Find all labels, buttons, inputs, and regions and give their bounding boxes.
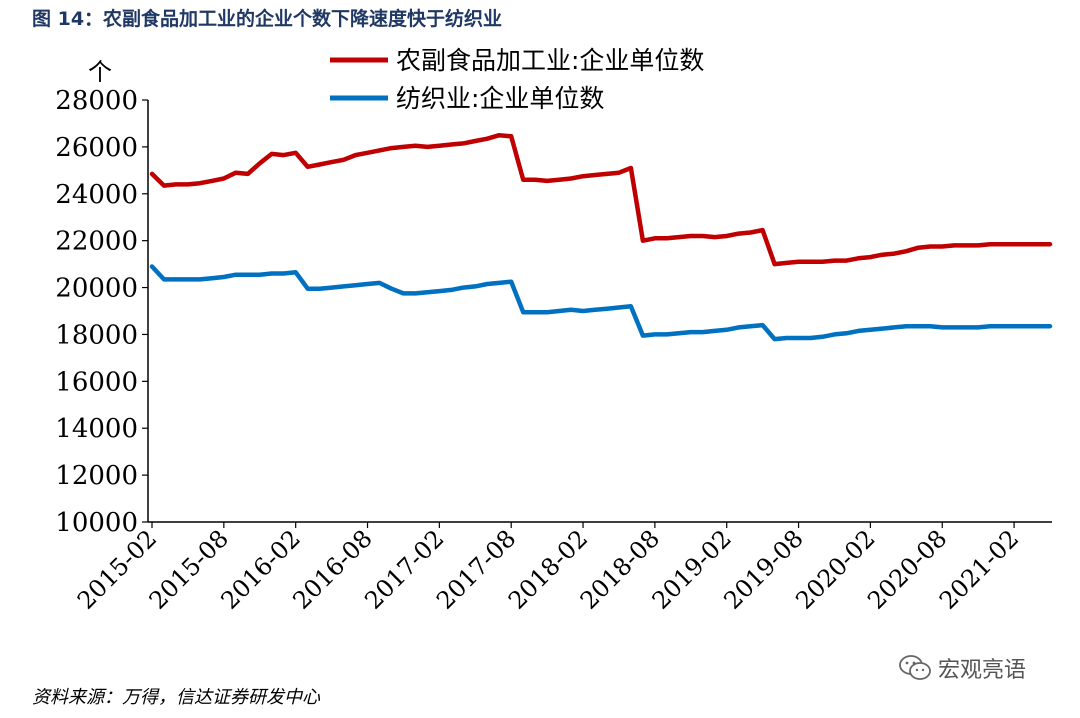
legend-label-2: 纺织业:企业单位数 [396, 84, 604, 113]
watermark: 宏观亮语 [898, 652, 1026, 684]
y-tick-label: 14000 [55, 414, 138, 444]
watermark-text: 宏观亮语 [938, 658, 1027, 683]
y-tick-label: 16000 [55, 367, 138, 397]
legend-label-1: 农副食品加工业:企业单位数 [396, 46, 704, 75]
wechat-icon [899, 655, 931, 680]
x-axis: 2015-022015-082016-022016-082017-022017-… [72, 521, 1052, 615]
source-note: 资料来源：万得，信达证券研发中心 [32, 687, 320, 708]
y-tick-label: 12000 [55, 461, 138, 491]
y-tick-label: 20000 [55, 274, 138, 304]
chart-series [149, 132, 1053, 342]
y-tick-label: 10000 [55, 508, 138, 538]
series-line-2 [149, 264, 1053, 342]
y-axis-unit: 个 [88, 58, 112, 86]
y-tick-label: 22000 [55, 227, 138, 257]
y-tick-label: 24000 [55, 180, 138, 210]
y-axis: 10000 12000 14000 16000 18000 20000 22000 24000… [55, 58, 149, 538]
x-tick-label: 2021-02 [934, 524, 1024, 614]
y-tick-label: 28000 [55, 86, 138, 116]
y-tick-label: 26000 [55, 133, 138, 163]
series-line-1 [149, 132, 1053, 267]
figure-title: 图 14：农副食品加工业的企业个数下降速度快于纺织业 [32, 8, 503, 30]
y-tick-label: 18000 [55, 320, 138, 350]
